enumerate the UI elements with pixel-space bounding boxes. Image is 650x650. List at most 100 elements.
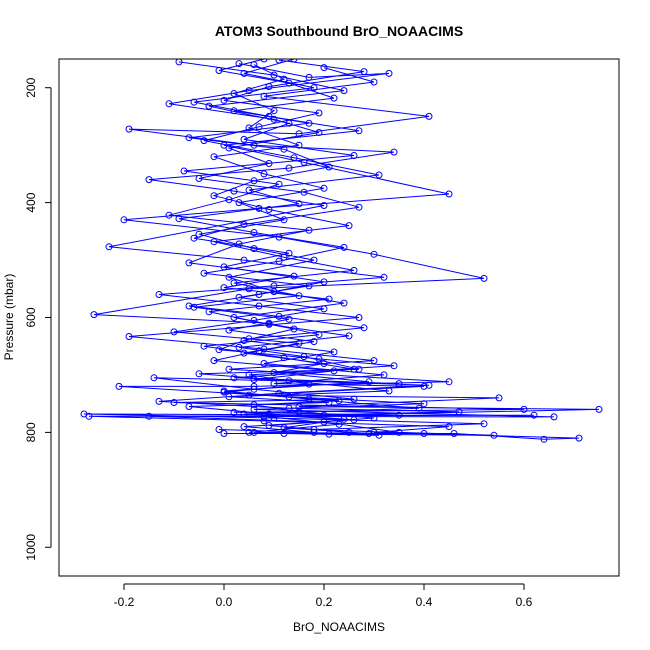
data-point	[355, 203, 363, 211]
data-point	[125, 333, 133, 340]
data-point	[240, 69, 248, 77]
data-point	[305, 119, 313, 127]
y-tick-label: 800	[24, 422, 38, 442]
series-line	[158, 59, 460, 433]
data-point	[340, 415, 348, 423]
data-point	[240, 423, 248, 431]
data-point	[205, 102, 213, 110]
data-point	[155, 397, 163, 405]
data-point	[320, 360, 328, 367]
data-point	[365, 430, 373, 437]
y-tick-label: 200	[24, 77, 38, 97]
data-point	[340, 299, 348, 307]
data-point	[380, 273, 388, 281]
data-point	[365, 378, 373, 386]
data-point	[190, 234, 198, 242]
data-point	[420, 382, 428, 390]
series-6	[165, 60, 398, 436]
data-point	[185, 259, 193, 267]
data-point	[235, 343, 243, 351]
data-point	[320, 202, 328, 209]
x-axis: -0.2 0.0 0.2 0.4 0.6	[114, 583, 533, 609]
data-point	[225, 273, 233, 281]
data-point	[340, 87, 348, 95]
data-point	[225, 196, 233, 204]
data-point	[165, 100, 173, 108]
data-point	[305, 380, 313, 388]
data-point	[345, 332, 353, 340]
data-point	[265, 160, 273, 167]
data-point	[350, 395, 358, 403]
y-tick-label: 400	[24, 192, 38, 212]
data-point	[270, 107, 278, 115]
data-point	[350, 266, 358, 274]
data-point	[275, 312, 283, 320]
data-point	[250, 316, 258, 324]
data-point	[245, 335, 253, 343]
data-point	[260, 59, 268, 63]
data-point	[245, 428, 253, 436]
data-point	[180, 167, 188, 175]
data-point	[265, 422, 273, 429]
data-point	[115, 382, 123, 390]
data-point	[145, 176, 153, 184]
data-point	[595, 405, 603, 413]
data-point	[250, 177, 258, 185]
y-axis-label: Pressure (mbar)	[2, 274, 16, 361]
data-point	[255, 291, 263, 298]
series-line	[108, 67, 555, 436]
data-point	[150, 374, 158, 382]
data-point	[335, 397, 343, 405]
data-point	[145, 412, 153, 420]
x-axis-label: BrO_NOAACIMS	[293, 620, 385, 634]
data-point	[355, 365, 363, 373]
data-point	[210, 192, 218, 200]
data-point	[330, 94, 338, 102]
y-tick-label: 600	[24, 307, 38, 327]
data-point	[345, 428, 353, 436]
data-point	[310, 84, 318, 92]
data-point	[225, 326, 233, 334]
x-tick-label: 0.2	[316, 595, 333, 609]
data-point	[315, 109, 323, 117]
data-point	[240, 220, 248, 228]
data-point	[250, 376, 258, 383]
data-point	[260, 170, 268, 178]
data-point	[265, 206, 273, 213]
data-point	[445, 190, 453, 198]
data-point	[310, 338, 318, 346]
data-point	[230, 408, 238, 416]
data-point	[445, 423, 453, 431]
data-point	[330, 367, 338, 375]
data-point	[315, 355, 323, 363]
data-point	[185, 403, 193, 410]
data-point	[175, 215, 183, 223]
data-point	[195, 370, 203, 378]
data-point	[265, 320, 273, 328]
data-point	[480, 274, 488, 282]
data-point	[390, 362, 398, 370]
data-point	[540, 435, 548, 443]
data-point	[195, 175, 203, 182]
data-point	[280, 145, 288, 153]
data-point	[295, 141, 303, 149]
data-point	[275, 59, 283, 64]
data-point	[225, 365, 233, 373]
data-point	[320, 184, 328, 192]
data-point	[455, 408, 463, 416]
data-point	[185, 302, 193, 310]
data-point	[200, 137, 208, 145]
x-tick-label: 0.0	[216, 595, 233, 609]
data-point	[340, 243, 348, 251]
data-point	[305, 73, 313, 81]
plot-data-layer	[80, 59, 603, 443]
data-point	[260, 360, 268, 367]
chart-title: ATOM3 Southbound BrO_NOAACIMS	[215, 23, 463, 39]
data-point	[220, 430, 228, 437]
data-point	[210, 153, 218, 161]
data-point	[170, 328, 178, 336]
x-tick-label: -0.2	[114, 595, 135, 609]
data-point	[345, 222, 353, 230]
